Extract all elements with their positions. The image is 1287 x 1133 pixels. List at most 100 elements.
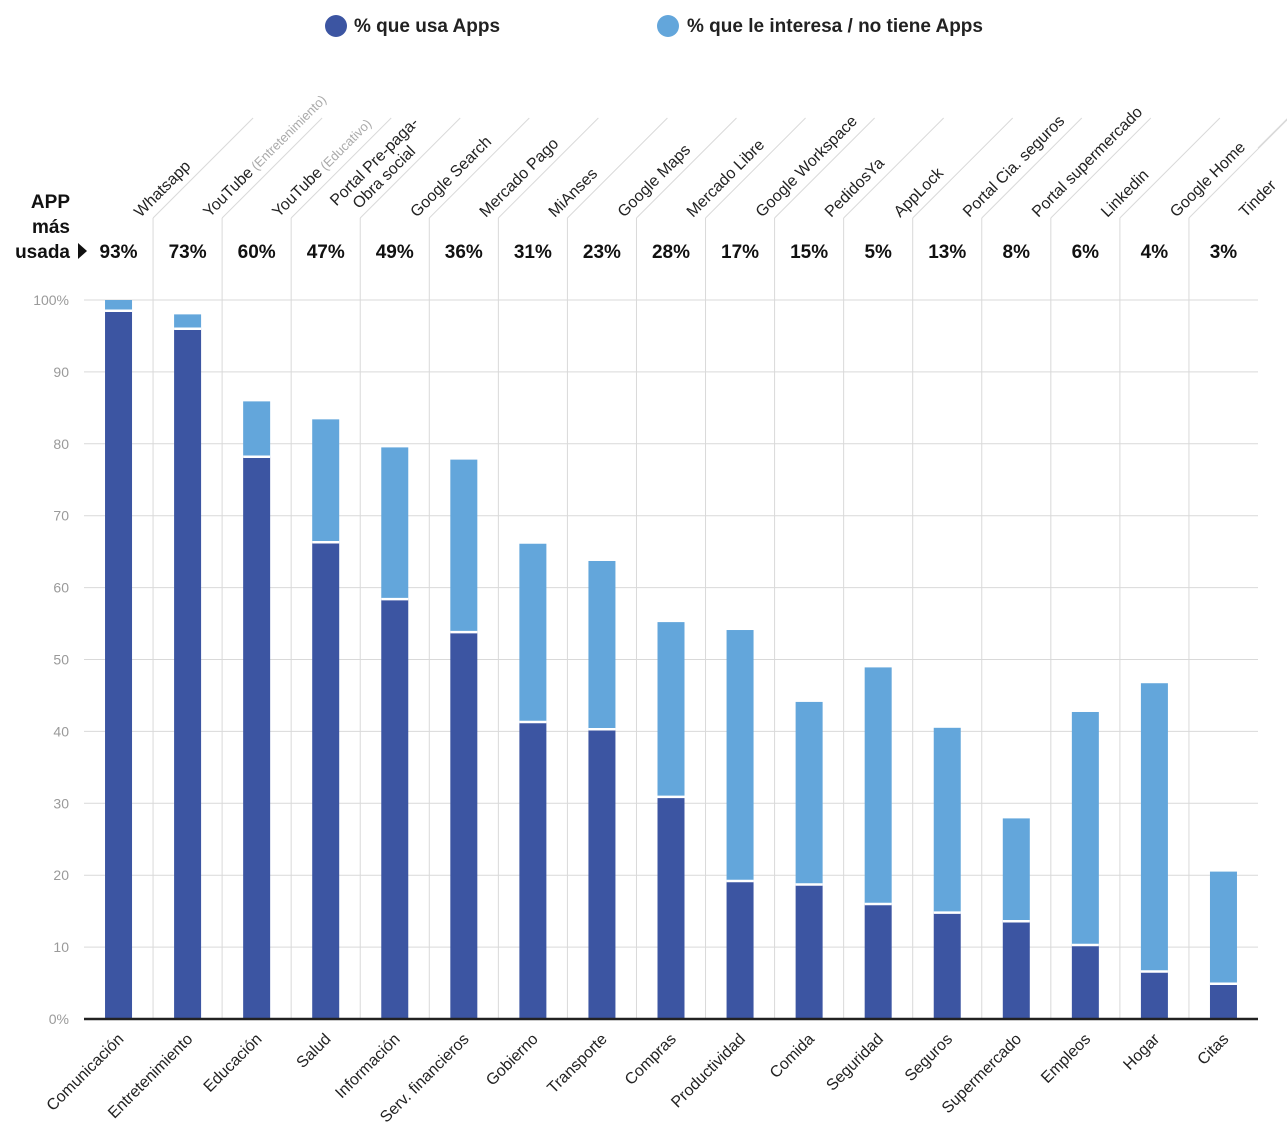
bar-interest-14: [1071, 711, 1099, 945]
bar-interest-10: [795, 701, 823, 885]
top-app-pct-3: 47%: [307, 242, 345, 263]
column-separator-diagonal: [705, 117, 806, 219]
column-separator-diagonal: [1188, 119, 1287, 219]
column-separator-diagonal: [567, 117, 668, 219]
top-app-name-10: PedidosYa: [822, 155, 888, 221]
top-app-main: Tinder: [1236, 177, 1280, 221]
x-tick-label-7: Transporte: [544, 1031, 610, 1097]
bar-interest-9: [726, 630, 754, 881]
top-app-pct-7: 23%: [583, 242, 621, 263]
top-app-main: YouTube: [269, 164, 326, 221]
bar-interest-0: [105, 300, 133, 311]
bar-uses-2: [243, 456, 271, 1019]
top-app-name-text: YouTube (Entretenimiento): [200, 91, 330, 221]
top-app-pct-0: 93%: [100, 242, 138, 263]
bar-uses-9: [726, 880, 754, 1019]
legend-swatch-uses: [325, 15, 347, 37]
x-tick-label-11: Seguridad: [823, 1031, 887, 1095]
x-tick-label-2: Educación: [201, 1031, 266, 1096]
top-app-pct-8: 28%: [652, 242, 690, 263]
side-title: APP más usada: [15, 192, 87, 263]
top-app-main: YouTube: [200, 164, 257, 221]
y-tick-label: 90: [53, 364, 69, 380]
bar-uses-4: [381, 599, 409, 1019]
bar-uses-14: [1071, 944, 1099, 1019]
column-separator-diagonal: [1119, 117, 1221, 219]
bar-uses-5: [450, 632, 478, 1019]
top-app-pct-5: 36%: [445, 242, 483, 263]
column-separator-diagonal: [981, 117, 1083, 219]
column-separator-diagonal: [636, 117, 737, 219]
column-separators: [152, 117, 1287, 1019]
x-tick-label-10: Comida: [767, 1031, 818, 1082]
y-tick-label: 60: [53, 580, 69, 596]
top-app-main: AppLock: [891, 164, 948, 221]
bar-uses-7: [588, 729, 616, 1019]
y-tick-label: 10: [53, 939, 69, 955]
top-app-name-1: YouTube (Entretenimiento): [200, 91, 330, 221]
y-tick-label: 40: [53, 723, 69, 739]
bar-uses-10: [795, 884, 823, 1019]
bar-interest-12: [933, 727, 961, 913]
bar-interest-5: [450, 459, 478, 633]
column-separator-diagonal: [497, 117, 599, 219]
top-app-pct-6: 31%: [514, 242, 552, 263]
x-tick-label-9: Productividad: [668, 1031, 749, 1112]
top-app-name-text: Google Maps: [615, 142, 694, 221]
bar-interest-15: [1140, 683, 1168, 972]
y-tick-label: 20: [53, 867, 69, 883]
top-app-pct-10: 15%: [790, 242, 828, 263]
bar-uses-15: [1140, 971, 1168, 1019]
bar-interest-4: [381, 447, 409, 600]
top-app-pct-12: 13%: [928, 242, 966, 263]
x-tick-label-3: Salud: [294, 1031, 335, 1072]
top-app-name-11: AppLock: [891, 164, 948, 221]
bar-uses-12: [933, 912, 961, 1019]
top-app-main: PedidosYa: [822, 155, 888, 221]
top-app-name-text: AppLock: [891, 164, 948, 221]
y-tick-label: 30: [53, 795, 69, 811]
y-tick-label: 80: [53, 436, 69, 452]
column-separator-diagonal: [290, 117, 392, 219]
top-app-main: Whatsapp: [131, 158, 194, 221]
top-app-name-0: Whatsapp: [131, 158, 194, 221]
bar-interest-8: [657, 622, 685, 797]
x-tick-label-8: Compras: [622, 1031, 680, 1089]
top-app-pct-13: 8%: [1003, 242, 1031, 263]
bar-interest-11: [864, 667, 892, 904]
top-app-pct-9: 17%: [721, 242, 759, 263]
top-app-pct-14: 6%: [1072, 242, 1100, 263]
legend-label-uses: % que usa Apps: [354, 16, 500, 37]
top-app-name-16: Tinder: [1236, 177, 1280, 221]
y-tick-label: 50: [53, 652, 69, 668]
top-app-main: Google Maps: [615, 142, 694, 221]
side-title-line1: APP: [31, 192, 70, 213]
x-tick-label-14: Empleos: [1038, 1031, 1094, 1087]
column-separator-diagonal: [912, 117, 1014, 219]
top-app-name-text: Tinder: [1236, 177, 1280, 221]
y-tick-label: 100%: [33, 292, 69, 308]
bar-interest-16: [1209, 871, 1237, 984]
bar-interest-1: [174, 314, 202, 329]
bar-uses-11: [864, 903, 892, 1019]
top-app-pct-11: 5%: [864, 242, 892, 263]
side-title-line2: más: [32, 217, 70, 238]
legend-swatch-interest: [657, 15, 679, 37]
top-app-name-7: Google Maps: [615, 142, 694, 221]
y-tick-label: 70: [53, 508, 69, 524]
bar-uses-8: [657, 796, 685, 1019]
bars-layer: [105, 300, 1237, 1019]
bar-interest-7: [588, 560, 616, 730]
x-tick-label-6: Gobierno: [483, 1031, 542, 1090]
column-separator-diagonal: [152, 117, 254, 219]
column-separator-diagonal: [843, 117, 945, 219]
column-separator-diagonal: [221, 117, 323, 219]
column-separator-diagonal: [1050, 117, 1152, 219]
y-tick-label: 0%: [49, 1011, 69, 1027]
top-app-pct-2: 60%: [238, 242, 276, 263]
bar-interest-13: [1002, 818, 1030, 922]
x-tick-label-12: Seguros: [902, 1031, 956, 1085]
